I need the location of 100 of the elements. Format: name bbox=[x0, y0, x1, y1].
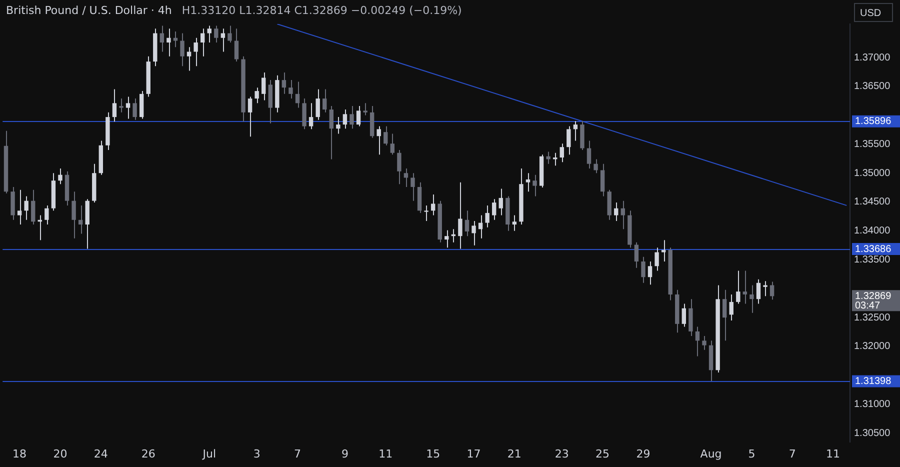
y-tick-label: 1.37000 bbox=[854, 52, 891, 64]
candlestick bbox=[458, 182, 462, 250]
x-tick-label: 25 bbox=[596, 447, 610, 460]
candlestick bbox=[729, 294, 734, 321]
candlestick bbox=[200, 28, 205, 57]
candlestick bbox=[485, 204, 490, 228]
candlestick bbox=[44, 204, 49, 226]
candlestick bbox=[308, 102, 314, 130]
candlestick bbox=[472, 220, 476, 246]
candlestick bbox=[288, 80, 293, 100]
candlestick bbox=[376, 126, 381, 156]
candlestick bbox=[302, 98, 306, 130]
candlestick bbox=[282, 72, 286, 94]
candlestick bbox=[126, 96, 130, 120]
ref-line-label: 1.33686 bbox=[855, 244, 892, 255]
candlestick bbox=[742, 270, 748, 304]
candlestick bbox=[268, 80, 272, 124]
candlestick bbox=[390, 133, 395, 156]
x-tick-label: Jul bbox=[202, 447, 216, 460]
x-tick-label: 26 bbox=[141, 447, 156, 460]
candlestick bbox=[560, 143, 564, 163]
candlestick bbox=[600, 163, 605, 197]
y-tick-label: 1.34500 bbox=[854, 196, 891, 208]
candlestick bbox=[736, 270, 740, 304]
candlestick bbox=[417, 182, 422, 214]
x-tick-label: 29 bbox=[636, 447, 650, 460]
candlestick bbox=[139, 90, 144, 120]
candlestick bbox=[207, 25, 212, 43]
candlestick bbox=[295, 81, 300, 108]
candlestick bbox=[464, 210, 470, 237]
candlestick bbox=[648, 261, 652, 286]
candlestick bbox=[573, 120, 578, 142]
candlestick bbox=[532, 174, 537, 197]
x-tick-label: 15 bbox=[426, 447, 440, 460]
candlestick bbox=[10, 186, 15, 220]
candlestick bbox=[370, 106, 374, 138]
candlestick bbox=[262, 72, 266, 101]
text: 03:47 bbox=[855, 300, 880, 312]
candlestick bbox=[492, 198, 496, 220]
candlestick bbox=[444, 230, 449, 248]
x-tick-label: 7 bbox=[294, 447, 301, 460]
candlestick bbox=[702, 336, 706, 350]
candlestick bbox=[620, 200, 625, 230]
x-tick-label: 17 bbox=[466, 447, 481, 460]
candlestick bbox=[214, 25, 218, 43]
candlestick bbox=[24, 196, 28, 220]
candlestick bbox=[512, 214, 517, 232]
candlestick bbox=[478, 214, 483, 239]
candlestick bbox=[248, 96, 252, 138]
candlestick bbox=[228, 25, 232, 43]
candlestick bbox=[654, 247, 659, 272]
candlestick bbox=[566, 126, 571, 156]
y-tick-label: 1.36500 bbox=[854, 81, 891, 92]
candlestick bbox=[356, 106, 361, 127]
candlestick bbox=[682, 303, 686, 328]
ref-line-label: 1.31398 bbox=[855, 376, 892, 387]
candlestick bbox=[322, 88, 327, 113]
x-tick-label: 11 bbox=[378, 447, 393, 460]
x-tick-label: 20 bbox=[53, 447, 68, 460]
candlestick bbox=[661, 240, 666, 262]
x-tick-label: Aug bbox=[700, 447, 722, 460]
y-tick-label: 1.35000 bbox=[854, 168, 891, 179]
y-tick-label: 1.32500 bbox=[854, 312, 891, 324]
candlestick bbox=[634, 242, 639, 268]
candlestick bbox=[410, 172, 415, 202]
candlestick bbox=[220, 28, 226, 52]
y-tick-label: 1.34000 bbox=[854, 226, 891, 237]
x-tick-label: 7 bbox=[788, 447, 796, 460]
y-tick-label: 1.31000 bbox=[854, 398, 891, 410]
y-tick-label: 1.33500 bbox=[854, 254, 891, 266]
candlestick bbox=[546, 151, 550, 164]
candlestick bbox=[430, 194, 436, 216]
candlestick bbox=[234, 28, 239, 62]
text: USD bbox=[860, 8, 882, 19]
x-tick-label: 23 bbox=[554, 447, 569, 460]
candlestick bbox=[607, 189, 612, 220]
chart-subtitle: H1.33120 L1.32814 C1.32869 −0.00249 (−0.19%) bbox=[182, 4, 462, 17]
x-tick-label: 24 bbox=[94, 447, 108, 460]
candlestick bbox=[586, 140, 592, 169]
y-tick-label: 1.30500 bbox=[854, 428, 891, 439]
candlestick bbox=[688, 298, 693, 337]
candlestick bbox=[173, 31, 178, 48]
candlestick bbox=[342, 109, 348, 130]
candlestick bbox=[641, 256, 646, 284]
chart-title: British Pound / U.S. Dollar · 4h bbox=[6, 4, 172, 17]
candlestick bbox=[397, 149, 402, 185]
candlestick bbox=[404, 168, 408, 188]
candlestick bbox=[350, 106, 354, 130]
text: 1.32869 bbox=[855, 290, 892, 302]
candlestick bbox=[316, 88, 320, 120]
x-tick-label: 9 bbox=[341, 447, 348, 460]
candlestick bbox=[85, 198, 90, 250]
candlestick bbox=[112, 88, 117, 122]
candlestick bbox=[78, 204, 83, 234]
candlestick bbox=[254, 87, 259, 104]
candlestick bbox=[498, 188, 503, 216]
x-tick-label: 11 bbox=[826, 447, 840, 460]
candlestick bbox=[384, 126, 388, 146]
y-tick-label: 1.35500 bbox=[854, 138, 891, 150]
candlestick bbox=[363, 102, 368, 116]
